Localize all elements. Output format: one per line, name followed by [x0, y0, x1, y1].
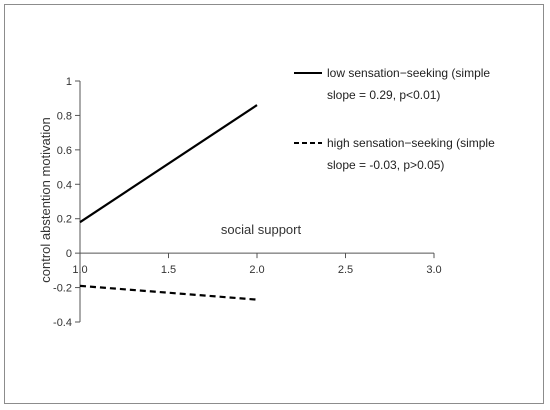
x-ticks: 1.0 1.5 2.0 2.5 3.0: [72, 253, 442, 276]
series-line-low: [79, 104, 258, 224]
legend-item-high: high sensation−seeking (simple slope = -…: [294, 136, 495, 172]
y-axis-title: control abstention motivation: [38, 117, 53, 282]
y-tick-label: 0: [66, 248, 72, 260]
legend: low sensation−seeking (simple slope = 0.…: [294, 66, 495, 172]
series-line-high: [79, 284, 258, 301]
y-tick-label: 0.6: [57, 145, 72, 157]
y-tick-label: 0.8: [57, 110, 72, 122]
x-tick-label: 3.0: [426, 264, 441, 276]
y-tick-label: 1: [66, 76, 72, 88]
x-tick-label: 1.0: [72, 264, 87, 276]
series-group: [79, 104, 258, 301]
y-tick-label: 0.4: [57, 179, 72, 191]
y-tick-label: -0.2: [53, 283, 72, 295]
legend-label-high-line2: slope = -0.03, p>0.05): [327, 158, 444, 172]
y-tick-label: 0.2: [57, 214, 72, 226]
legend-label-low-line2: slope = 0.29, p<0.01): [327, 88, 440, 102]
legend-label-high-line1: high sensation−seeking (simple: [327, 136, 495, 150]
chart-frame: [4, 4, 544, 404]
y-ticks: 1 0.8 0.6 0.4 0.2 0 -0.2 -0.4: [53, 76, 80, 329]
x-tick-label: 2.5: [338, 264, 353, 276]
y-tick-label: -0.4: [53, 317, 72, 329]
x-tick-label: 1.5: [161, 264, 176, 276]
x-axis-title: social support: [221, 222, 302, 237]
axes: [79, 81, 434, 322]
x-tick-label: 2.0: [249, 264, 264, 276]
legend-label-low-line1: low sensation−seeking (simple: [327, 66, 490, 80]
legend-item-low: low sensation−seeking (simple slope = 0.…: [294, 66, 490, 102]
